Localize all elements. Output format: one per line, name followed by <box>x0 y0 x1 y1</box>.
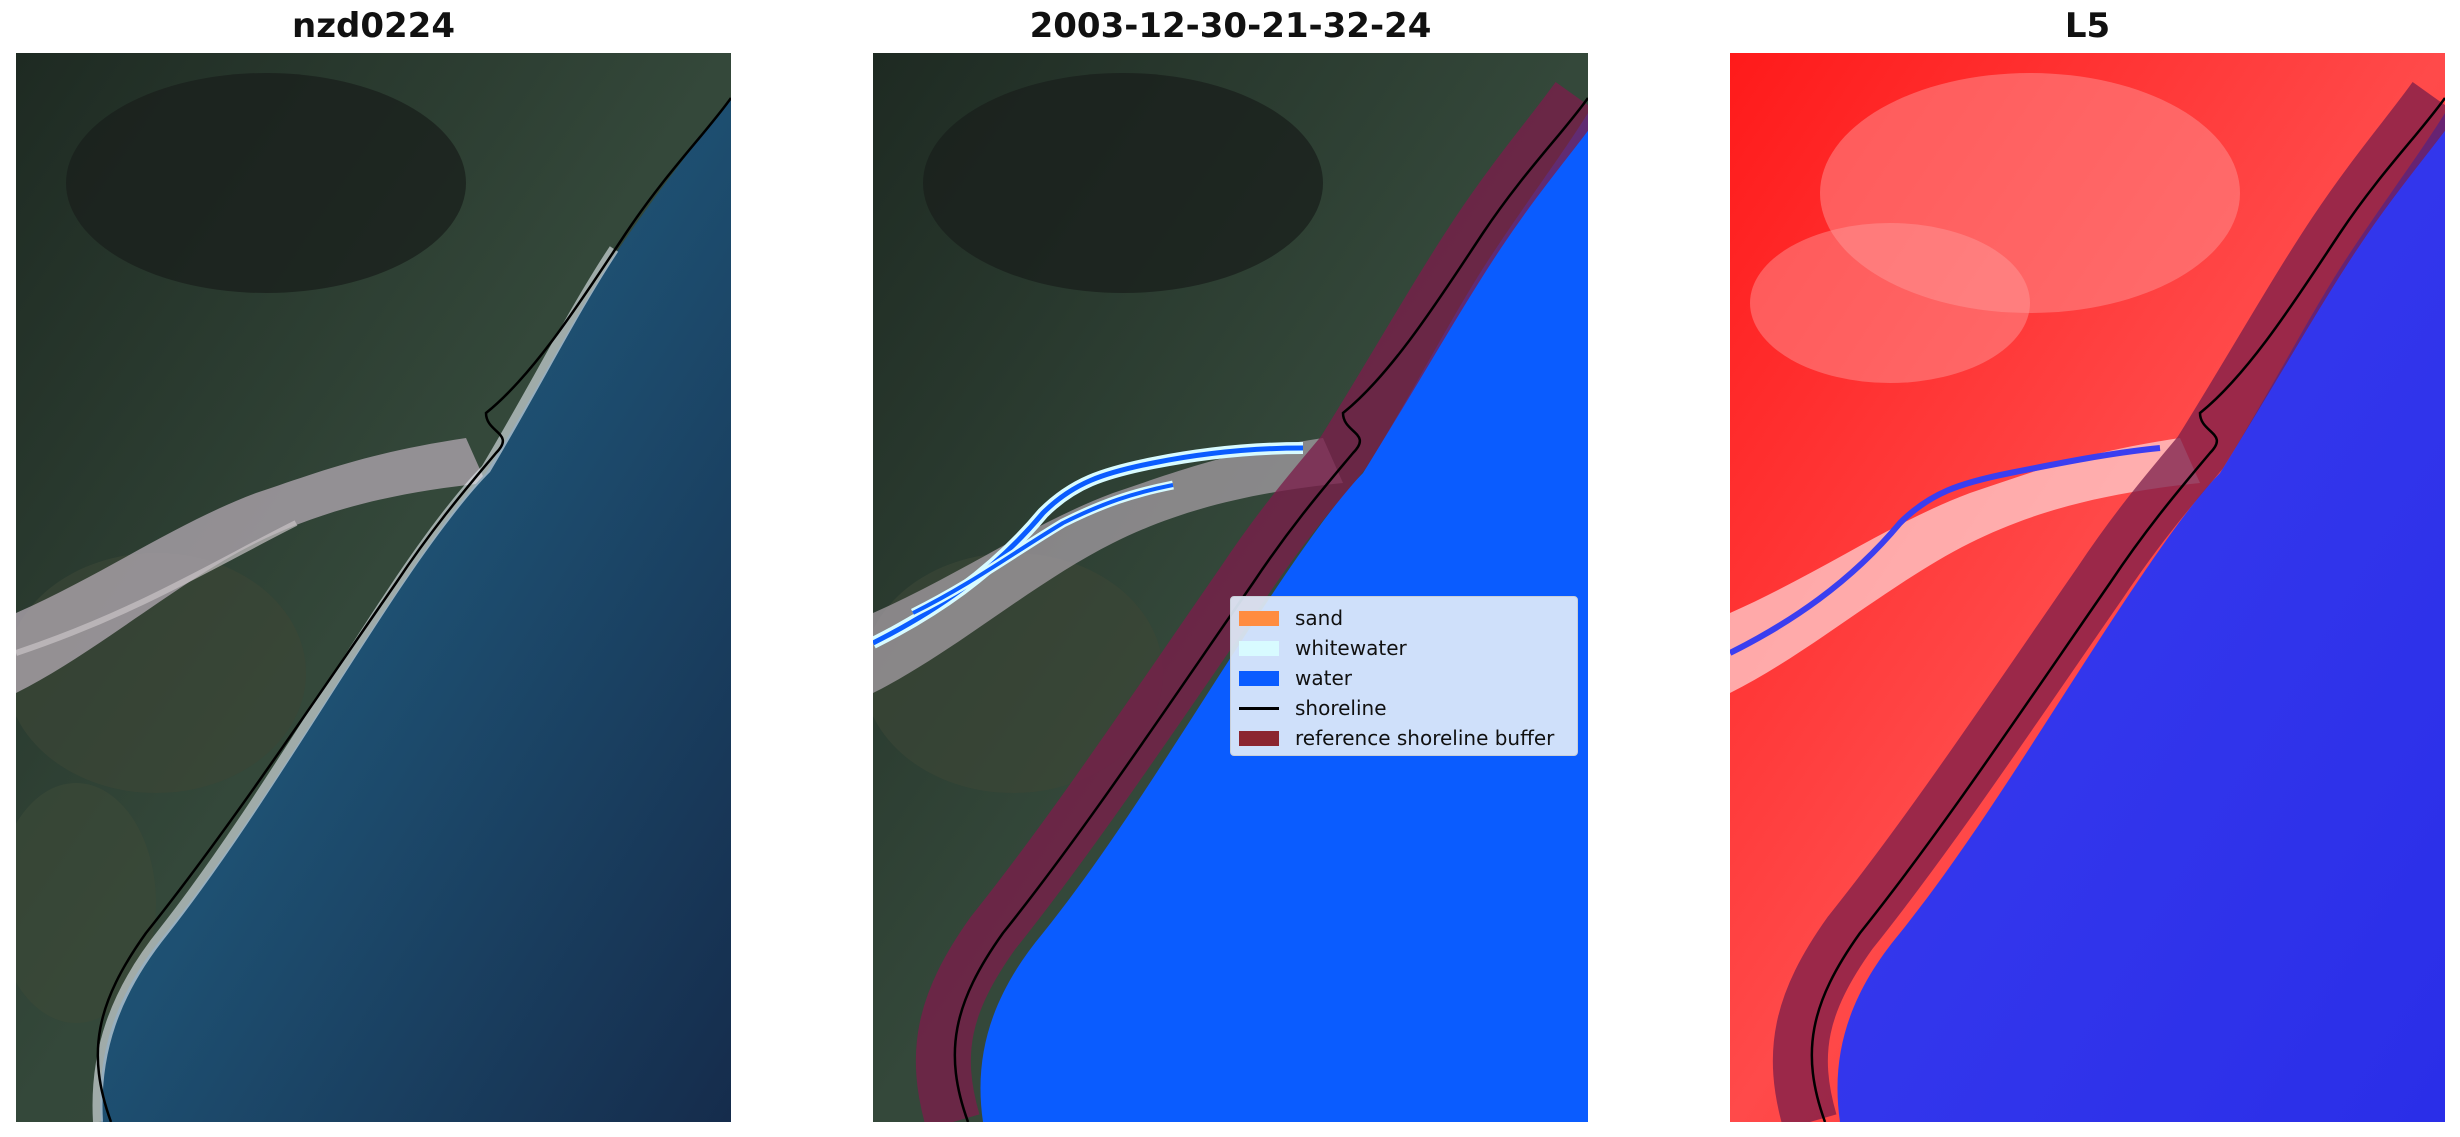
shoreline-swatch <box>1239 706 1279 710</box>
classification-image <box>873 53 1588 1122</box>
sand-swatch <box>1239 610 1279 626</box>
classification-panel <box>873 53 1588 1122</box>
whitewater-swatch <box>1239 640 1279 656</box>
water-swatch <box>1239 670 1279 686</box>
panel-title-3: L5 <box>2064 6 2111 46</box>
legend-item-whitewater: whitewater <box>1239 633 1569 663</box>
legend-label-whitewater: whitewater <box>1295 636 1407 660</box>
legend-label-buffer: reference shoreline buffer <box>1295 726 1555 750</box>
buffer-swatch <box>1239 730 1279 746</box>
rgb-image-panel <box>16 53 731 1122</box>
legend: sand whitewater water shoreline referenc… <box>1230 596 1578 756</box>
index-map-panel <box>1730 53 2445 1122</box>
index-map-image <box>1730 53 2445 1122</box>
legend-item-sand: sand <box>1239 603 1569 633</box>
rgb-image <box>16 53 731 1122</box>
legend-item-shoreline: shoreline <box>1239 693 1569 723</box>
legend-label-water: water <box>1295 666 1352 690</box>
legend-label-sand: sand <box>1295 606 1344 630</box>
legend-label-shoreline: shoreline <box>1295 696 1387 720</box>
panel-title-1: nzd0224 <box>292 6 455 46</box>
panel-title-2: 2003-12-30-21-32-24 <box>1029 6 1432 46</box>
legend-item-buffer: reference shoreline buffer <box>1239 723 1569 753</box>
legend-item-water: water <box>1239 663 1569 693</box>
